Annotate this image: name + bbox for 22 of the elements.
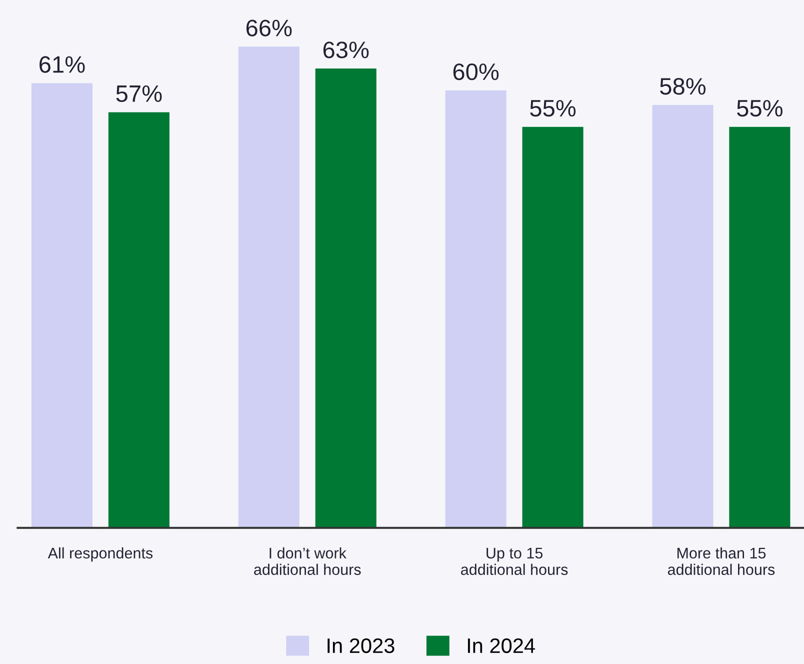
bar [522, 126, 584, 528]
x-tick-label: Up to 15 additional hours [461, 548, 568, 576]
data-label: 57% [116, 85, 162, 102]
bar [31, 83, 92, 528]
data-label: 58% [660, 78, 706, 95]
legend-label: In 2024 [468, 638, 535, 654]
x-tick-label: I don’t work additional hours [254, 547, 361, 576]
x-tick-label: All respondents [48, 547, 153, 562]
data-label: 61% [40, 56, 85, 73]
bar [108, 112, 170, 528]
bar [238, 46, 300, 528]
legend-label: In 2023 [328, 638, 394, 654]
data-label: 60% [453, 63, 499, 80]
data-label: 55% [737, 100, 783, 117]
x-tick-label: More than 15 additional hours [668, 547, 775, 576]
data-label: 66% [246, 20, 292, 36]
bar [652, 104, 714, 528]
data-label: 55% [530, 100, 576, 117]
bar [445, 90, 506, 528]
data-label: 63% [323, 42, 369, 58]
bar [729, 126, 790, 528]
bar [315, 68, 376, 528]
